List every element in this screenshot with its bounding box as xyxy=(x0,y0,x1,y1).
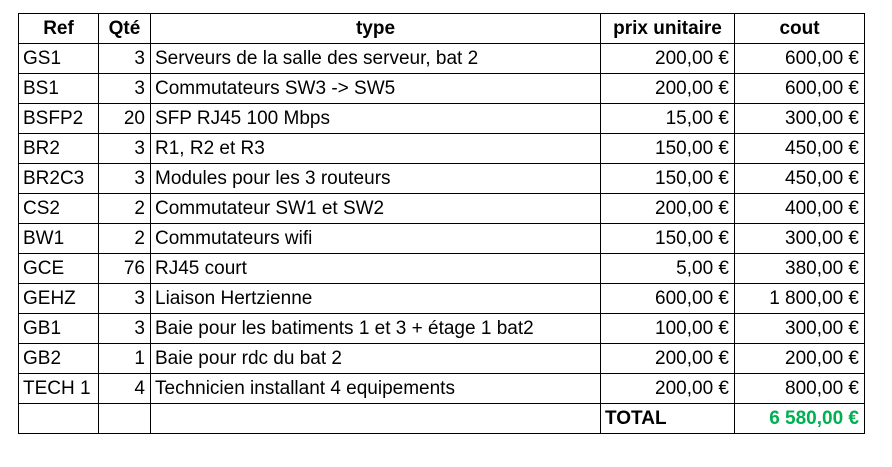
table-row: BR2 3 R1, R2 et R3 150,00 €450,00 € xyxy=(18,133,865,164)
cell-prix: 200,00 € xyxy=(600,373,735,404)
cell-qte: 1 xyxy=(98,343,151,374)
cell-ref: BR2C3 xyxy=(18,163,99,194)
cell-qte: 3 xyxy=(98,133,151,164)
cell-qte: 3 xyxy=(98,283,151,314)
cell-type: R1, R2 et R3 xyxy=(150,133,601,164)
header-ref: Ref xyxy=(18,13,99,44)
cell-cout: 400,00 € xyxy=(734,193,865,224)
cell-type: Serveurs de la salle des serveur, bat 2 xyxy=(150,43,601,74)
total-empty-qte xyxy=(98,403,151,434)
cell-qte: 4 xyxy=(98,373,151,404)
table-row: BS1 3 Commutateurs SW3 -> SW5 200,00 €600,0… xyxy=(18,73,865,104)
cell-prix: 100,00 € xyxy=(600,313,735,344)
cell-qte: 2 xyxy=(98,223,151,254)
cell-qte: 3 xyxy=(98,163,151,194)
cell-prix: 150,00 € xyxy=(600,223,735,254)
cell-type: Commutateurs SW3 -> SW5 xyxy=(150,73,601,104)
header-type: type xyxy=(150,13,601,44)
cell-prix: 5,00 € xyxy=(600,253,735,284)
cell-prix: 200,00 € xyxy=(600,73,735,104)
cell-ref: BW1 xyxy=(18,223,99,254)
total-value: 6 580,00 € xyxy=(734,403,865,434)
table-footer: TOTAL 6 580,00 € xyxy=(18,403,865,434)
table-row: BSFP2 20 SFP RJ45 100 Mbps 15,00 €300,00 € xyxy=(18,103,865,134)
cell-prix: 200,00 € xyxy=(600,343,735,374)
cell-ref: GB2 xyxy=(18,343,99,374)
cell-ref: GB1 xyxy=(18,313,99,344)
cell-type: Modules pour les 3 routeurs xyxy=(150,163,601,194)
total-empty-type xyxy=(150,403,601,434)
cell-type: Commutateurs wifi xyxy=(150,223,601,254)
cell-ref: BS1 xyxy=(18,73,99,104)
cell-cout: 300,00 € xyxy=(734,223,865,254)
cell-type: Baie pour rdc du bat 2 xyxy=(150,343,601,374)
cell-type: Technicien installant 4 equipements xyxy=(150,373,601,404)
cell-ref: GS1 xyxy=(18,43,99,74)
cell-cout: 300,00 € xyxy=(734,103,865,134)
cell-cout: 800,00 € xyxy=(734,373,865,404)
table-header: Ref Qté type prix unitaire cout xyxy=(18,13,865,44)
table-row: GB2 1 Baie pour rdc du bat 2 200,00 €200,00… xyxy=(18,343,865,374)
table-row: GS1 3 Serveurs de la salle des serveur, ba… xyxy=(18,43,865,74)
cell-prix: 200,00 € xyxy=(600,193,735,224)
table-row: GCE 76 RJ45 court 5,00 €380,00 € xyxy=(18,253,865,284)
cell-type: Baie pour les batiments 1 et 3 + étage 1… xyxy=(150,313,601,344)
cell-type: SFP RJ45 100 Mbps xyxy=(150,103,601,134)
table-row: CS2 2 Commutateur SW1 et SW2 200,00 €400,00… xyxy=(18,193,865,224)
table-row: GB1 3 Baie pour les batiments 1 et 3 + éta… xyxy=(18,313,865,344)
cell-cout: 380,00 € xyxy=(734,253,865,284)
header-prix: prix unitaire xyxy=(600,13,735,44)
cell-type: Commutateur SW1 et SW2 xyxy=(150,193,601,224)
cell-ref: TECH 1 xyxy=(18,373,99,404)
cell-cout: 200,00 € xyxy=(734,343,865,374)
cell-type: Liaison Hertzienne xyxy=(150,283,601,314)
table-row: TECH 1 4 Technicien installant 4 equipemen… xyxy=(18,373,865,404)
cell-qte: 76 xyxy=(98,253,151,284)
cell-prix: 600,00 € xyxy=(600,283,735,314)
cell-cout: 300,00 € xyxy=(734,313,865,344)
cell-qte: 2 xyxy=(98,193,151,224)
cell-ref: BSFP2 xyxy=(18,103,99,134)
total-row: TOTAL 6 580,00 € xyxy=(18,403,865,434)
cell-ref: GEHZ xyxy=(18,283,99,314)
cell-qte: 3 xyxy=(98,43,151,74)
table-body: GS1 3 Serveurs de la salle des serveur, ba… xyxy=(18,43,865,404)
cell-ref: GCE xyxy=(18,253,99,284)
header-row: Ref Qté type prix unitaire cout xyxy=(18,13,865,44)
table-row: BW1 2 Commutateurs wifi 150,00 €300,00 € xyxy=(18,223,865,254)
cell-qte: 20 xyxy=(98,103,151,134)
cell-prix: 15,00 € xyxy=(600,103,735,134)
cell-prix: 200,00 € xyxy=(600,43,735,74)
cell-ref: CS2 xyxy=(18,193,99,224)
table-row: GEHZ 3 Liaison Hertzienne 600,00 €1 800,00 … xyxy=(18,283,865,314)
cell-prix: 150,00 € xyxy=(600,163,735,194)
cell-cout: 600,00 € xyxy=(734,43,865,74)
header-cout: cout xyxy=(734,13,865,44)
cell-cout: 1 800,00 € xyxy=(734,283,865,314)
table-row: BR2C3 3 Modules pour les 3 routeurs 150,00 … xyxy=(18,163,865,194)
cell-prix: 150,00 € xyxy=(600,133,735,164)
cell-ref: BR2 xyxy=(18,133,99,164)
cell-qte: 3 xyxy=(98,313,151,344)
cell-cout: 450,00 € xyxy=(734,163,865,194)
quote-table: Ref Qté type prix unitaire cout GS1 3 Serv… xyxy=(18,13,865,434)
total-label: TOTAL xyxy=(600,403,735,434)
total-empty-ref xyxy=(18,403,99,434)
cell-qte: 3 xyxy=(98,73,151,104)
header-qte: Qté xyxy=(98,13,151,44)
cell-cout: 450,00 € xyxy=(734,133,865,164)
cell-cout: 600,00 € xyxy=(734,73,865,104)
cell-type: RJ45 court xyxy=(150,253,601,284)
